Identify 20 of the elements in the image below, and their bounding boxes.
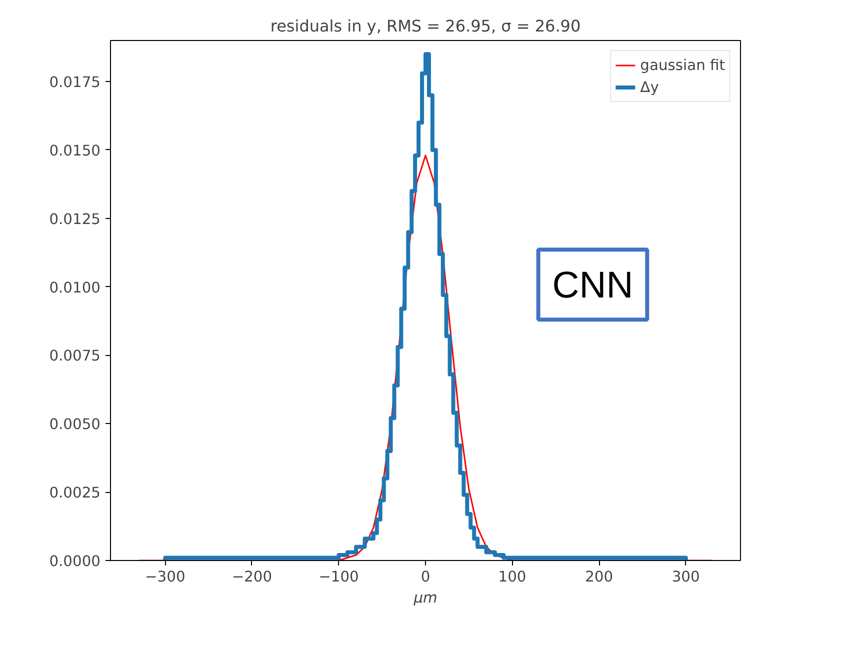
legend-label: gaussian fit [640, 56, 725, 74]
annotation: CNN [552, 264, 634, 306]
x-tick-label: 0 [420, 568, 430, 586]
x-axis-title: μm [412, 590, 438, 606]
x-tick-label: 300 [672, 568, 700, 586]
x-tick-label: 200 [585, 568, 614, 586]
x-tick-label: −100 [318, 568, 359, 586]
y-tick-label: 0.0050 [49, 416, 101, 434]
chart-title: residuals in y, RMS = 26.95, σ = 26.90 [270, 16, 581, 36]
legend-label: Δy [640, 78, 660, 96]
x-tick-label: 100 [498, 568, 526, 586]
y-tick-label: 0.0150 [49, 142, 101, 160]
y-tick-label: 0.0075 [49, 348, 101, 365]
y-tick-label: 0.0025 [49, 484, 101, 502]
y-tick-label: 0.0125 [49, 210, 101, 228]
x-tick-label: −200 [232, 568, 272, 586]
y-tick-label: 0.0000 [49, 553, 101, 570]
y-tick-label: 0.0100 [49, 279, 101, 296]
y-tick-label: 0.0175 [49, 74, 101, 92]
x-tick-label: −300 [145, 568, 186, 586]
